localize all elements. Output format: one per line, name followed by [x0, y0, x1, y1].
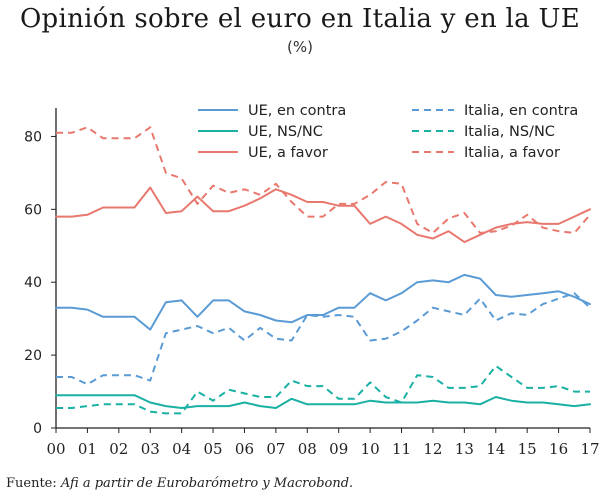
series-line-1 — [55, 394, 591, 409]
x-tick-label: 03 — [141, 440, 160, 458]
x-tick-label: 16 — [549, 440, 568, 458]
legend-label-2: UE, a favor — [248, 145, 328, 161]
y-tick-label: 20 — [24, 348, 42, 364]
x-tick-label: 05 — [204, 440, 223, 458]
series-lines — [55, 126, 591, 415]
x-tick-label: 04 — [172, 440, 191, 458]
series-line-2 — [55, 186, 591, 244]
legend-label-4: Italia, NS/NC — [464, 124, 555, 140]
x-tick-label: 09 — [329, 440, 348, 458]
legend-label-5: Italia, a favor — [464, 145, 560, 161]
source-text: Afi a partir de Eurobarómetro y Macrobon… — [60, 476, 354, 491]
x-tick-label: 14 — [486, 440, 505, 458]
y-tick-label: 40 — [24, 275, 42, 291]
source-prefix: Fuente: — [6, 476, 61, 491]
y-tick-label: 0 — [33, 421, 42, 437]
series-line-3 — [56, 292, 591, 386]
chart-subtitle: (%) — [287, 38, 313, 56]
x-tick-label: 15 — [518, 440, 537, 458]
source-note: Fuente: Afi a partir de Eurobarómetro y … — [6, 476, 353, 491]
x-tick-label: 10 — [361, 440, 380, 458]
x-tick-label: 00 — [46, 440, 65, 458]
series-line-0 — [55, 273, 591, 331]
series-line-4 — [56, 365, 590, 415]
x-tick-label: 11 — [392, 440, 411, 458]
legend-label-3: Italia, en contra — [464, 103, 578, 119]
x-tick-label: 02 — [109, 440, 128, 458]
x-tick-label: 13 — [455, 440, 474, 458]
y-tick-label: 80 — [24, 129, 42, 145]
x-tick-label: 01 — [78, 440, 97, 458]
legend: UE, en contra UE, NS/NC UE, a favor Italia,… — [198, 103, 578, 161]
legend-label-0: UE, en contra — [248, 103, 346, 119]
x-tick-label: 08 — [298, 440, 317, 458]
x-tick-label: 07 — [266, 440, 285, 458]
legend-label-1: UE, NS/NC — [248, 124, 323, 140]
x-tick-label: 06 — [235, 440, 254, 458]
series-line-5 — [56, 126, 591, 234]
chart-title: Opinión sobre el euro en Italia y en la … — [19, 4, 581, 34]
x-tick-label: 12 — [423, 440, 442, 458]
x-tick-label: 17 — [580, 440, 599, 458]
axes: 0 20 40 60 80 00 01 02 03 04 05 06 07 08 09 10 11 12 13 14 1… — [24, 108, 600, 458]
y-tick-label: 60 — [24, 202, 42, 218]
